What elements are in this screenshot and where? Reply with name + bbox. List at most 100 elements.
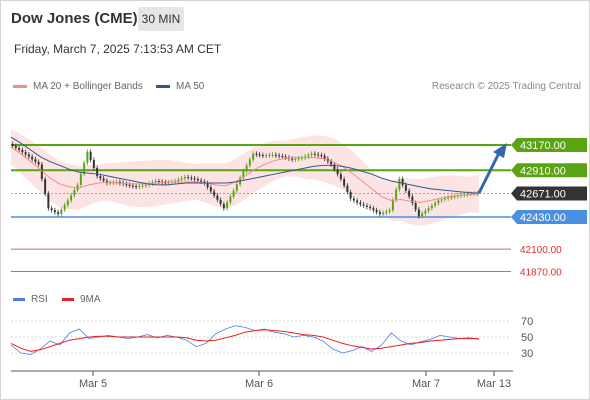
candle-body bbox=[222, 204, 225, 209]
rsi-tick-70: 70 bbox=[521, 316, 533, 328]
candle-body bbox=[450, 196, 453, 198]
candle-body bbox=[235, 184, 238, 191]
level-label-43170.00: 43170.00 bbox=[520, 140, 566, 152]
ma50-line bbox=[10, 136, 480, 194]
candle-body bbox=[242, 171, 245, 178]
rsi-swatch bbox=[13, 297, 25, 301]
candle-body bbox=[414, 203, 417, 210]
candle-body bbox=[427, 208, 430, 211]
candle-body bbox=[11, 144, 14, 146]
candle-body bbox=[333, 164, 336, 170]
x-tick-label: Mar 5 bbox=[79, 378, 107, 390]
candle-body bbox=[404, 184, 407, 191]
candle-body bbox=[278, 155, 281, 157]
rsi-tick-50: 50 bbox=[521, 332, 533, 344]
x-tick-label: Mar 13 bbox=[477, 378, 511, 390]
candle-body bbox=[196, 179, 199, 181]
ma20-label: MA 20 + Bollinger Bands bbox=[33, 81, 143, 92]
rsi-9ma-line bbox=[10, 329, 479, 352]
x-tick-label: Mar 7 bbox=[412, 378, 440, 390]
candle-body bbox=[385, 211, 388, 213]
rsi-line bbox=[10, 325, 480, 356]
candle-body bbox=[281, 156, 284, 158]
candle-body bbox=[57, 212, 60, 215]
candle-body bbox=[434, 203, 437, 206]
candle-body bbox=[375, 210, 378, 213]
candle-body bbox=[245, 165, 248, 172]
candle-body bbox=[362, 204, 365, 206]
candle-body bbox=[359, 202, 362, 205]
candle-body bbox=[177, 179, 180, 181]
candle-body bbox=[255, 153, 258, 155]
candle-body bbox=[213, 191, 216, 196]
datetime-label: Friday, March 7, 2025 7:13:53 AM CET bbox=[14, 42, 222, 56]
candle-body bbox=[99, 176, 102, 179]
candle-body bbox=[229, 196, 232, 203]
candle-body bbox=[307, 155, 310, 157]
forecast-arrow-shaft bbox=[477, 152, 501, 194]
candle-body bbox=[323, 155, 326, 159]
candle-body bbox=[216, 195, 219, 200]
candle-body bbox=[34, 159, 37, 162]
candle-body bbox=[447, 197, 450, 199]
candle-body bbox=[187, 177, 190, 179]
candle-body bbox=[258, 154, 261, 156]
candle-body bbox=[167, 182, 170, 184]
level-label-42430.00: 42430.00 bbox=[520, 212, 566, 224]
candle-body bbox=[294, 158, 297, 160]
level-tag-42671.00 bbox=[511, 186, 587, 201]
candle-body bbox=[297, 158, 300, 160]
level-label-42910.00: 42910.00 bbox=[520, 165, 566, 177]
candle-body bbox=[346, 185, 349, 193]
candle-body bbox=[102, 178, 105, 181]
legend-ma50: MA 50 bbox=[156, 81, 204, 92]
candle-body bbox=[92, 159, 95, 169]
candle-body bbox=[190, 177, 193, 179]
candle-body bbox=[183, 177, 186, 179]
candle-body bbox=[391, 199, 394, 211]
candle-body bbox=[304, 156, 307, 158]
ma50-swatch bbox=[156, 84, 170, 88]
timeframe-button[interactable]: 30 MIN bbox=[138, 7, 184, 31]
candle-body bbox=[421, 213, 424, 217]
candle-body bbox=[411, 196, 414, 204]
candle-body bbox=[440, 199, 443, 201]
candle-body bbox=[164, 182, 167, 184]
candle-body bbox=[141, 185, 144, 187]
candle-body bbox=[219, 199, 222, 205]
candle-body bbox=[248, 159, 251, 166]
x-tick-label: Mar 6 bbox=[245, 378, 273, 390]
candle-body bbox=[284, 156, 287, 158]
level-label-42100.00: 42100.00 bbox=[520, 245, 562, 256]
candle-body bbox=[398, 179, 401, 190]
legend-9ma: 9MA bbox=[62, 294, 101, 305]
research-credit: Research © 2025 Trading Central bbox=[431, 81, 581, 92]
candle-body bbox=[382, 212, 385, 215]
candle-body bbox=[193, 178, 196, 180]
candle-body bbox=[395, 189, 398, 200]
candle-body bbox=[89, 151, 92, 160]
candle-body bbox=[31, 156, 34, 160]
candle-body bbox=[356, 200, 359, 203]
candle-body bbox=[313, 153, 316, 155]
candle-body bbox=[53, 210, 56, 213]
candle-body bbox=[343, 179, 346, 186]
candle-body bbox=[310, 153, 313, 156]
rsi-label: RSI bbox=[31, 294, 48, 305]
candle-body bbox=[206, 182, 209, 188]
candle-body bbox=[336, 169, 339, 175]
forecast-arrow-head bbox=[493, 143, 507, 158]
candle-body bbox=[466, 193, 469, 195]
candle-body bbox=[109, 182, 112, 184]
candle-body bbox=[453, 196, 456, 198]
candle-body bbox=[18, 147, 21, 150]
ma20-swatch bbox=[13, 84, 27, 88]
candle-body bbox=[424, 210, 427, 214]
header: Dow Jones (CME) 30 MIN bbox=[1, 1, 589, 36]
candle-body bbox=[60, 209, 63, 215]
candle-body bbox=[14, 145, 17, 148]
candle-body bbox=[401, 179, 404, 185]
candle-body bbox=[73, 190, 76, 196]
